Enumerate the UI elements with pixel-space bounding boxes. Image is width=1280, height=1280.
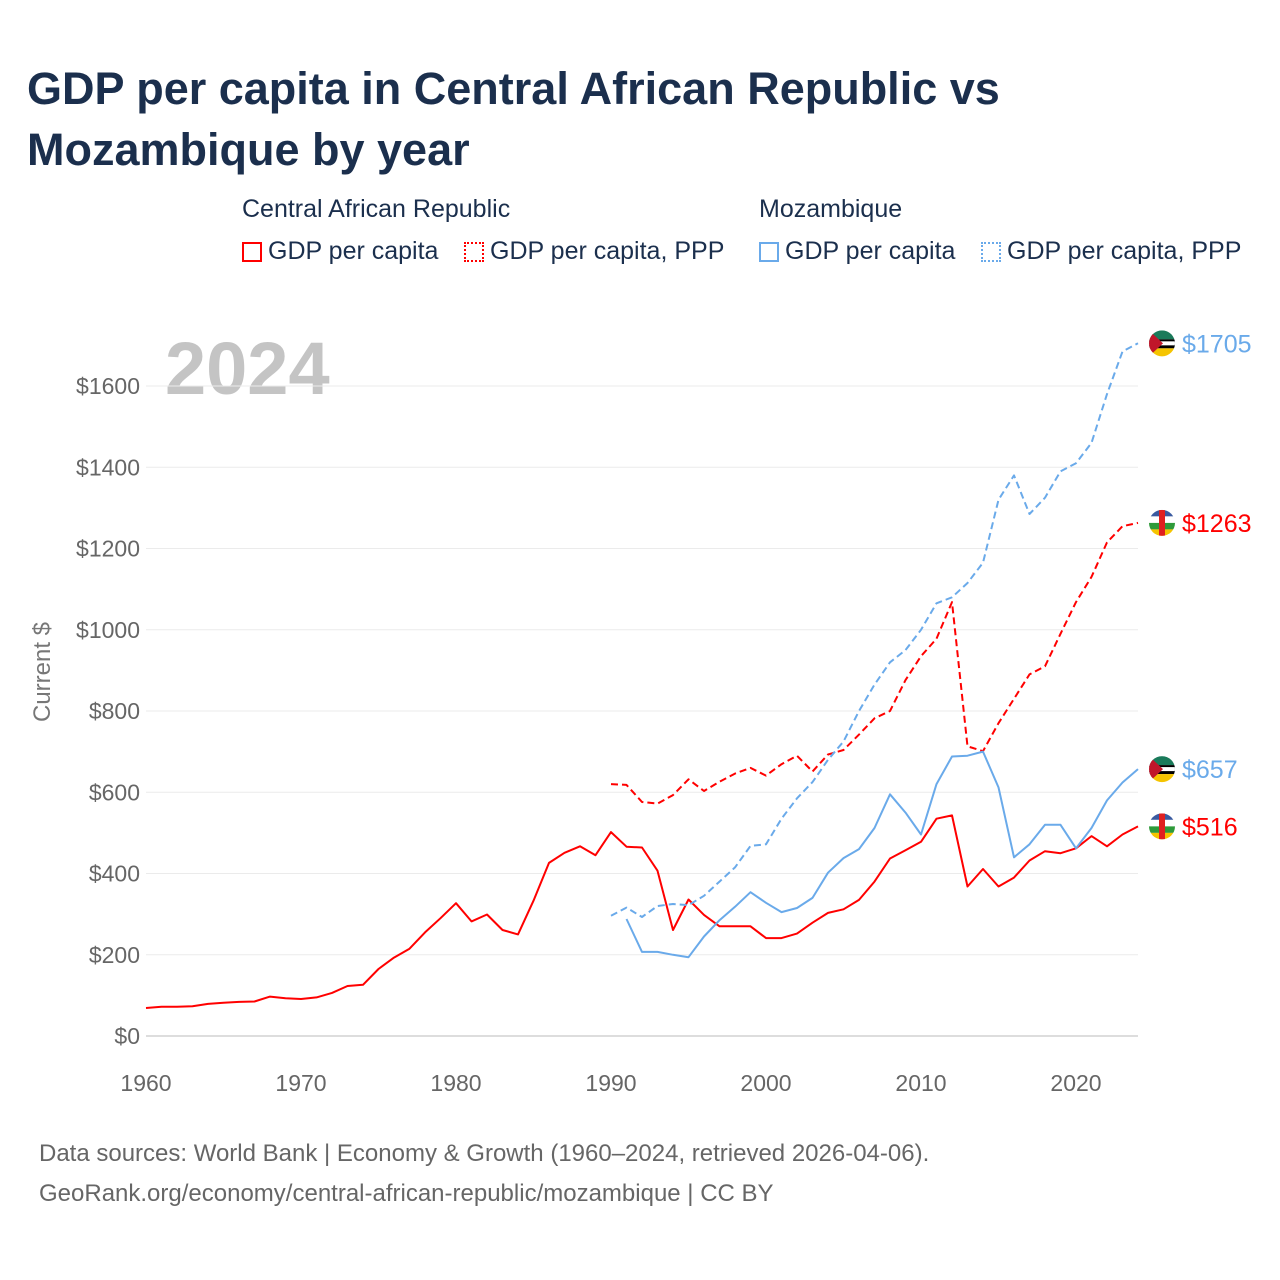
mozambique-flag-icon: [1149, 756, 1175, 783]
x-tick-label: 2020: [1050, 1070, 1101, 1096]
series-line-2: [625, 750, 1139, 959]
legend-group-car: Central African Republic: [242, 195, 511, 223]
legend-moz-gdp[interactable]: GDP per capita: [759, 237, 955, 266]
legend-group-moz: Mozambique: [759, 195, 903, 223]
mozambique-flag-icon: [1149, 330, 1175, 357]
end-value-label: $1263: [1182, 510, 1252, 538]
y-tick-label: $400: [89, 861, 140, 887]
legend-car-ppp[interactable]: GDP per capita, PPP: [464, 237, 724, 266]
legend-label: GDP per capita, PPP: [490, 237, 725, 265]
year-watermark: 2024: [165, 327, 330, 410]
x-tick-label: 1970: [275, 1070, 326, 1096]
y-tick-label: $200: [89, 942, 140, 968]
chart-title: GDP per capita in Central African Republ…: [27, 63, 1000, 175]
legend-swatch-dotted: [464, 242, 484, 262]
series-line-0: [145, 814, 1139, 1009]
x-tick-label: 1960: [120, 1070, 171, 1096]
series-line-1: [610, 521, 1139, 805]
y-tick-label: $1400: [76, 454, 140, 480]
x-tick-label: 2010: [895, 1070, 946, 1096]
legend-label: GDP per capita: [785, 237, 956, 265]
y-axis-label: Current $: [29, 622, 56, 722]
legend-swatch-solid: [759, 242, 779, 262]
car-flag-icon: [1149, 813, 1175, 840]
end-value-label: $1705: [1182, 330, 1252, 358]
legend-car-gdp[interactable]: GDP per capita: [242, 237, 438, 266]
legend-swatch-dotted: [981, 242, 1001, 262]
x-tick-label: 1980: [430, 1070, 481, 1096]
x-tick-label: 2000: [740, 1070, 791, 1096]
y-tick-label: $600: [89, 779, 140, 805]
end-value-label: $516: [1182, 813, 1238, 841]
footer-sources: Data sources: World Bank | Economy & Gro…: [39, 1140, 930, 1167]
legend-label: GDP per capita, PPP: [1007, 237, 1242, 265]
y-tick-label: $800: [89, 698, 140, 724]
legend-swatch-solid: [242, 242, 262, 262]
legend-moz-ppp[interactable]: GDP per capita, PPP: [981, 237, 1241, 266]
y-tick-label: $1000: [76, 617, 140, 643]
y-tick-label: $1600: [76, 373, 140, 399]
x-tick-label: 1990: [585, 1070, 636, 1096]
y-tick-label: $1200: [76, 536, 140, 562]
footer-link[interactable]: GeoRank.org/economy/central-african-repu…: [39, 1180, 774, 1207]
series-line-3: [610, 342, 1139, 918]
end-value-label: $657: [1182, 756, 1238, 784]
y-tick-label: $0: [114, 1023, 140, 1049]
car-flag-icon: [1149, 509, 1175, 536]
legend-label: GDP per capita: [268, 237, 439, 265]
